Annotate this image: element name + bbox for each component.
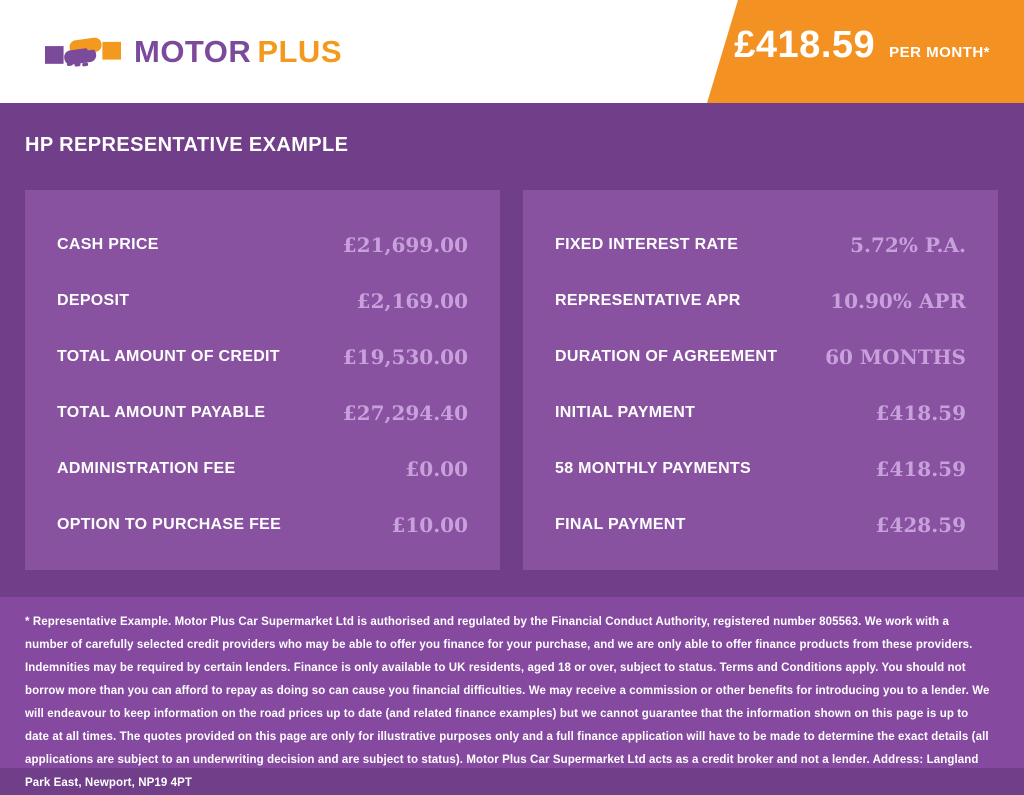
- table-row: FIXED INTEREST RATE 5.72% P.A.: [555, 217, 966, 273]
- row-value: £21,699.00: [342, 233, 468, 257]
- row-value: 5.72% P.A.: [850, 233, 966, 257]
- row-label: FIXED INTEREST RATE: [555, 236, 739, 253]
- brand-name-motor: MOTOR: [134, 33, 252, 69]
- table-row: TOTAL AMOUNT OF CREDIT £19,530.00: [57, 329, 468, 385]
- monthly-price-banner: £418.59 PER MONTH*: [707, 0, 1024, 103]
- header: MOTOR PLUS £418.59 PER MONTH*: [0, 0, 1024, 103]
- row-value: £19,530.00: [342, 345, 468, 369]
- motor-plus-logo: MOTOR PLUS: [45, 0, 342, 103]
- brand-name-plus: PLUS: [257, 33, 342, 69]
- monthly-price-amount: £418.59: [734, 24, 876, 66]
- monthly-price-period: PER MONTH*: [889, 44, 990, 61]
- main-content: HP REPRESENTATIVE EXAMPLE CASH PRICE £21…: [0, 103, 1024, 597]
- row-value: £10.00: [391, 513, 468, 537]
- table-row: ADMINISTRATION FEE £0.00: [57, 441, 468, 497]
- table-row: CASH PRICE £21,699.00: [57, 217, 468, 273]
- brand-wordmark: MOTOR PLUS: [134, 34, 342, 70]
- row-value: £418.59: [875, 457, 966, 481]
- table-row: REPRESENTATIVE APR 10.90% APR: [555, 273, 966, 329]
- row-label: DEPOSIT: [57, 292, 130, 309]
- row-label: FINAL PAYMENT: [555, 516, 686, 533]
- row-label: CASH PRICE: [57, 236, 159, 253]
- row-label: REPRESENTATIVE APR: [555, 292, 741, 309]
- page-title: HP REPRESENTATIVE EXAMPLE: [25, 134, 349, 156]
- row-label: OPTION TO PURCHASE FEE: [57, 516, 282, 533]
- table-row: DURATION OF AGREEMENT 60 MONTHS: [555, 329, 966, 385]
- table-row: 58 MONTHLY PAYMENTS £418.59: [555, 441, 966, 497]
- table-row: DEPOSIT £2,169.00: [57, 273, 468, 329]
- row-label: DURATION OF AGREEMENT: [555, 348, 778, 365]
- row-value: £27,294.40: [342, 401, 468, 425]
- representative-example-disclaimer: * Representative Example. Motor Plus Car…: [25, 616, 990, 789]
- finance-panel-terms: FIXED INTEREST RATE 5.72% P.A. REPRESENT…: [523, 190, 998, 570]
- row-label: ADMINISTRATION FEE: [57, 460, 236, 477]
- table-row: INITIAL PAYMENT £418.59: [555, 385, 966, 441]
- row-value: £428.59: [875, 513, 966, 537]
- handshake-icon: [45, 37, 121, 67]
- row-label: 58 MONTHLY PAYMENTS: [555, 460, 751, 477]
- table-row: FINAL PAYMENT £428.59: [555, 497, 966, 553]
- row-value: £2,169.00: [356, 289, 468, 313]
- finance-panel-amounts: CASH PRICE £21,699.00 DEPOSIT £2,169.00 …: [25, 190, 500, 570]
- table-row: OPTION TO PURCHASE FEE £10.00: [57, 497, 468, 553]
- row-value: 10.90% APR: [830, 289, 966, 313]
- row-label: TOTAL AMOUNT OF CREDIT: [57, 348, 280, 365]
- row-label: INITIAL PAYMENT: [555, 404, 696, 421]
- row-value: £0.00: [405, 457, 468, 481]
- row-label: TOTAL AMOUNT PAYABLE: [57, 404, 266, 421]
- footer: * Representative Example. Motor Plus Car…: [0, 597, 1024, 789]
- row-value: 60 MONTHS: [825, 345, 966, 369]
- row-value: £418.59: [875, 401, 966, 425]
- table-row: TOTAL AMOUNT PAYABLE £27,294.40: [57, 385, 468, 441]
